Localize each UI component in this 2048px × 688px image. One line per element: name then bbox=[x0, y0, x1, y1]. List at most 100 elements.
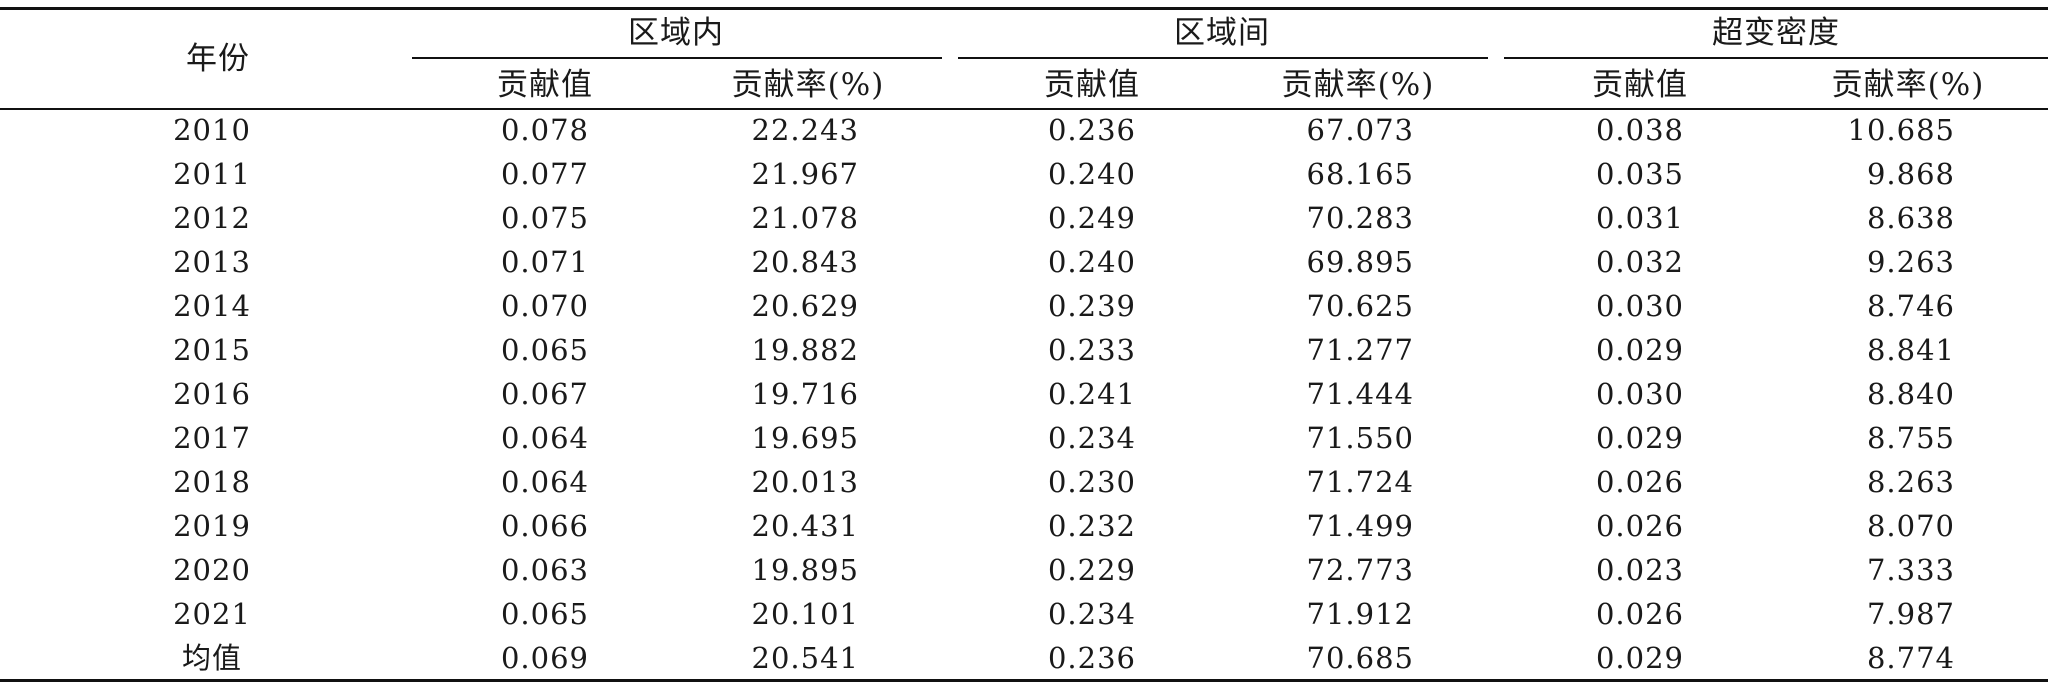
cell-hypervariable-value: 0.023 bbox=[1595, 553, 1685, 587]
cell-inter-rate: 71.444 bbox=[1306, 377, 1414, 411]
cell-intra-value: 0.065 bbox=[500, 597, 590, 631]
cell-intra-value: 0.078 bbox=[500, 113, 590, 147]
cell-year: 2018 bbox=[173, 465, 251, 499]
cell-intra-rate: 20.843 bbox=[751, 245, 859, 279]
cell-intra-value: 0.070 bbox=[500, 289, 590, 323]
year-column-header: 年份 bbox=[186, 41, 250, 77]
cell-intra-rate: 20.101 bbox=[751, 597, 859, 631]
header-bottom-rule bbox=[0, 108, 2048, 110]
cell-inter-value: 0.230 bbox=[1047, 465, 1137, 499]
cell-year: 2014 bbox=[173, 289, 251, 323]
group-underline-hypervariable bbox=[1504, 57, 2048, 59]
cell-intra-value: 0.063 bbox=[500, 553, 590, 587]
cell-intra-rate: 19.882 bbox=[751, 333, 859, 367]
cell-year: 2020 bbox=[173, 553, 251, 587]
cell-intra-rate: 19.695 bbox=[751, 421, 859, 455]
cell-hypervariable-value: 0.038 bbox=[1595, 113, 1685, 147]
cell-year: 2019 bbox=[173, 509, 251, 543]
group-header-hypervariable: 超变密度 bbox=[1712, 15, 1840, 51]
cell-inter-rate: 69.895 bbox=[1306, 245, 1414, 279]
cell-intra-rate: 21.078 bbox=[751, 201, 859, 235]
cell-hypervariable-rate: 7.987 bbox=[1866, 597, 1955, 631]
cell-inter-value: 0.234 bbox=[1047, 597, 1137, 631]
cell-intra-value: 0.077 bbox=[500, 157, 590, 191]
cell-inter-value: 0.232 bbox=[1047, 509, 1137, 543]
cell-hypervariable-value: 0.035 bbox=[1595, 157, 1685, 191]
cell-year: 均值 bbox=[181, 641, 243, 675]
cell-inter-value: 0.240 bbox=[1047, 157, 1137, 191]
cell-hypervariable-rate: 8.840 bbox=[1866, 377, 1955, 411]
cell-inter-value: 0.241 bbox=[1047, 377, 1137, 411]
cell-inter-value: 0.240 bbox=[1047, 245, 1137, 279]
cell-hypervariable-rate: 8.755 bbox=[1866, 421, 1955, 455]
cell-hypervariable-value: 0.026 bbox=[1595, 597, 1685, 631]
cell-intra-value: 0.064 bbox=[500, 421, 590, 455]
cell-year: 2016 bbox=[173, 377, 251, 411]
cell-intra-rate: 22.243 bbox=[751, 113, 859, 147]
cell-hypervariable-rate: 8.638 bbox=[1866, 201, 1955, 235]
group-header-inter: 区域间 bbox=[1174, 15, 1270, 51]
cell-inter-value: 0.234 bbox=[1047, 421, 1137, 455]
cell-inter-rate: 71.724 bbox=[1306, 465, 1414, 499]
cell-inter-rate: 67.073 bbox=[1306, 113, 1414, 147]
subheader-hypervariable-rate: 贡献率(%) bbox=[1831, 67, 1985, 103]
cell-intra-rate: 20.431 bbox=[751, 509, 859, 543]
group-underline-inter bbox=[958, 57, 1488, 59]
cell-inter-rate: 68.165 bbox=[1306, 157, 1414, 191]
cell-hypervariable-rate: 9.868 bbox=[1866, 157, 1955, 191]
cell-intra-rate: 19.895 bbox=[751, 553, 859, 587]
cell-hypervariable-value: 0.029 bbox=[1595, 333, 1685, 367]
cell-inter-rate: 71.277 bbox=[1306, 333, 1414, 367]
cell-intra-value: 0.064 bbox=[500, 465, 590, 499]
cell-hypervariable-rate: 9.263 bbox=[1866, 245, 1955, 279]
cell-hypervariable-rate: 8.746 bbox=[1866, 289, 1955, 323]
table-bottom-rule bbox=[0, 679, 2048, 682]
cell-hypervariable-rate: 8.070 bbox=[1866, 509, 1955, 543]
cell-intra-value: 0.067 bbox=[500, 377, 590, 411]
cell-inter-rate: 70.283 bbox=[1306, 201, 1414, 235]
cell-hypervariable-value: 0.029 bbox=[1595, 641, 1685, 675]
cell-hypervariable-value: 0.029 bbox=[1595, 421, 1685, 455]
cell-hypervariable-value: 0.030 bbox=[1595, 289, 1685, 323]
cell-inter-rate: 70.685 bbox=[1306, 641, 1414, 675]
cell-inter-value: 0.249 bbox=[1047, 201, 1137, 235]
cell-inter-value: 0.236 bbox=[1047, 113, 1137, 147]
cell-year: 2021 bbox=[173, 597, 251, 631]
cell-intra-rate: 20.629 bbox=[751, 289, 859, 323]
cell-intra-value: 0.069 bbox=[500, 641, 590, 675]
cell-intra-value: 0.071 bbox=[500, 245, 590, 279]
cell-intra-value: 0.065 bbox=[500, 333, 590, 367]
cell-hypervariable-value: 0.026 bbox=[1595, 465, 1685, 499]
cell-intra-rate: 19.716 bbox=[751, 377, 859, 411]
cell-hypervariable-rate: 10.685 bbox=[1847, 113, 1955, 147]
cell-hypervariable-rate: 8.263 bbox=[1866, 465, 1955, 499]
subheader-inter-rate: 贡献率(%) bbox=[1281, 67, 1435, 103]
cell-year: 2010 bbox=[173, 113, 251, 147]
cell-hypervariable-rate: 7.333 bbox=[1866, 553, 1955, 587]
table-top-rule bbox=[0, 7, 2048, 10]
cell-inter-rate: 72.773 bbox=[1306, 553, 1414, 587]
cell-hypervariable-value: 0.026 bbox=[1595, 509, 1685, 543]
cell-intra-value: 0.066 bbox=[500, 509, 590, 543]
cell-intra-rate: 21.967 bbox=[751, 157, 859, 191]
cell-year: 2015 bbox=[173, 333, 251, 367]
group-header-intra: 区域内 bbox=[628, 15, 724, 51]
subheader-inter-value: 贡献值 bbox=[1044, 67, 1140, 103]
cell-inter-value: 0.239 bbox=[1047, 289, 1137, 323]
subheader-intra-rate: 贡献率(%) bbox=[731, 67, 885, 103]
cell-hypervariable-value: 0.032 bbox=[1595, 245, 1685, 279]
cell-hypervariable-value: 0.031 bbox=[1595, 201, 1685, 235]
cell-inter-rate: 70.625 bbox=[1306, 289, 1414, 323]
cell-hypervariable-rate: 8.774 bbox=[1866, 641, 1955, 675]
cell-inter-value: 0.229 bbox=[1047, 553, 1137, 587]
cell-intra-value: 0.075 bbox=[500, 201, 590, 235]
cell-year: 2013 bbox=[173, 245, 251, 279]
cell-intra-rate: 20.013 bbox=[751, 465, 859, 499]
cell-year: 2012 bbox=[173, 201, 251, 235]
cell-inter-value: 0.236 bbox=[1047, 641, 1137, 675]
cell-inter-rate: 71.912 bbox=[1306, 597, 1414, 631]
cell-intra-rate: 20.541 bbox=[751, 641, 859, 675]
cell-inter-value: 0.233 bbox=[1047, 333, 1137, 367]
subheader-intra-value: 贡献值 bbox=[497, 67, 593, 103]
